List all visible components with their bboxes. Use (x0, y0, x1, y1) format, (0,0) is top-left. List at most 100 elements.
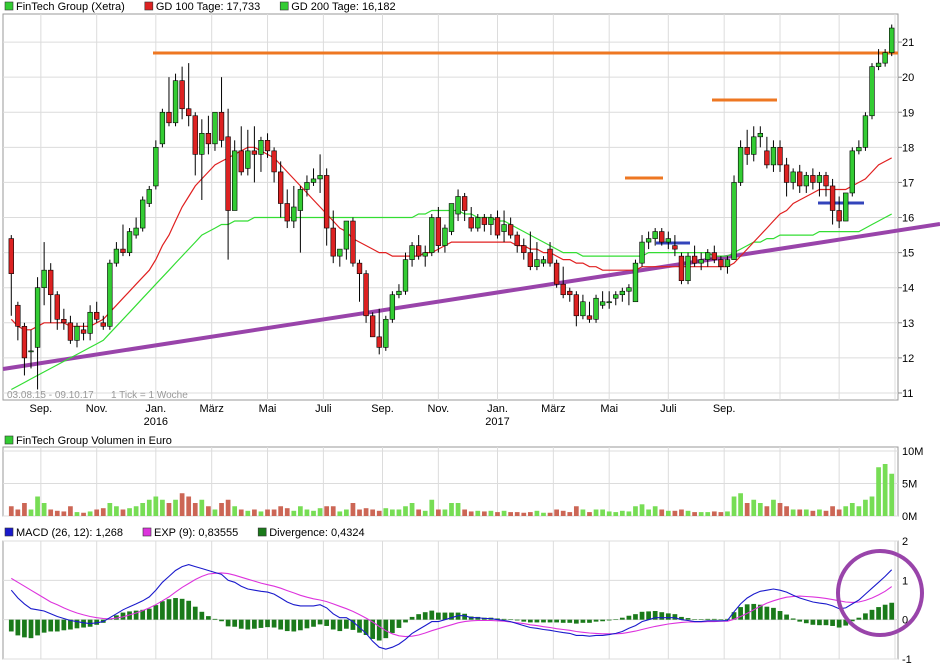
price-y-tick-label: 18 (902, 142, 914, 154)
divergence-bar (876, 607, 881, 620)
volume-bar (567, 512, 573, 516)
divergence-bar (422, 612, 428, 620)
divergence-bar (771, 607, 776, 620)
candle-body (698, 259, 704, 264)
volume-y-tick-label: 5M (902, 479, 917, 491)
divergence-bar (501, 618, 507, 620)
divergence-bar (363, 619, 369, 636)
divergence-bar (278, 619, 284, 630)
candle-body (869, 66, 875, 117)
candle-body (212, 111, 218, 145)
candle-body (74, 326, 80, 341)
candle-body (507, 224, 514, 236)
volume-bar (212, 509, 218, 516)
divergence-bar (718, 619, 724, 620)
candle-body (330, 227, 336, 257)
candle-body (724, 259, 731, 267)
x-tick-label: März (199, 403, 223, 415)
divergence-bar (646, 611, 651, 620)
volume-bar (120, 509, 126, 516)
candle-body (396, 290, 402, 296)
candle-body (238, 150, 244, 173)
candle-body (790, 171, 796, 183)
candle-body (376, 336, 382, 348)
divergence-bar (869, 609, 875, 620)
volume-bar (304, 509, 310, 516)
divergence-bar (429, 610, 435, 620)
volume-bar (534, 510, 540, 516)
divergence-bar (311, 619, 316, 627)
volume-bar (271, 509, 277, 516)
candle-body (494, 217, 501, 236)
divergence-bar (28, 619, 34, 639)
volume-bar (435, 509, 441, 516)
candle-body (126, 231, 133, 253)
volume-bar (738, 493, 743, 516)
candle-body (659, 231, 665, 243)
volume-bar (376, 510, 382, 516)
volume-bar (107, 503, 113, 516)
candle-body (521, 245, 527, 253)
volume-bar (74, 512, 80, 516)
volume-y-tick-label: 0M (902, 511, 917, 523)
macd-y-tick-label: -1 (902, 654, 912, 666)
candle-body (586, 315, 593, 320)
volume-bar (35, 496, 40, 516)
volume-bar (652, 506, 658, 516)
divergence-bar (390, 619, 395, 634)
candle-body (816, 175, 823, 183)
x-tick-label: Juli (660, 403, 677, 415)
divergence-bar (560, 619, 566, 623)
divergence-bar (619, 617, 625, 620)
candle-body (422, 252, 428, 257)
volume-bar (659, 509, 665, 516)
divergence-bar (514, 619, 520, 621)
date-range-label: 03.08.15 - 09.10.17 (7, 390, 94, 401)
legend-label: Divergence: 0,4324 (269, 527, 364, 539)
candle-body (172, 80, 179, 124)
volume-bar (665, 510, 671, 516)
volume-bar (481, 511, 487, 516)
volume-bar (330, 506, 336, 516)
candle-body (823, 175, 829, 187)
candle-body (61, 318, 67, 324)
divergence-bar (22, 619, 27, 638)
price-y-tick-label: 12 (902, 353, 914, 365)
candle-body (514, 234, 520, 246)
divergence-bar (830, 619, 835, 626)
volume-bar (672, 510, 678, 516)
candle-body (632, 262, 639, 303)
divergence-bar (738, 607, 743, 620)
volume-y-tick-label: 10M (902, 446, 923, 458)
divergence-bar (751, 603, 757, 620)
divergence-bar (284, 619, 290, 632)
volume-bar (889, 473, 895, 516)
divergence-bar (711, 618, 717, 620)
volume-bar (771, 499, 776, 516)
legend-swatch (142, 527, 152, 537)
divergence-bar (74, 619, 80, 629)
candle-body (245, 150, 251, 169)
volume-bar (429, 499, 435, 516)
candle-body (836, 210, 842, 222)
volume-bar (48, 509, 54, 516)
divergence-bar (212, 618, 218, 620)
candle-body (310, 178, 317, 183)
divergence-bar (882, 604, 888, 620)
legend-label: EXP (9): 0,83555 (154, 527, 238, 539)
volume-bar (337, 511, 343, 516)
volume-bar (146, 499, 152, 516)
divergence-bar (849, 619, 855, 622)
price-y-tick-label: 14 (902, 283, 914, 295)
candle-body (606, 301, 612, 304)
candle-body (770, 147, 777, 166)
legend-label: FinTech Group (Xetra) (16, 1, 125, 13)
divergence-bar (324, 619, 330, 626)
volume-bar (232, 506, 238, 516)
volume-bar (633, 506, 638, 516)
candle-body (461, 196, 468, 211)
candle-body (350, 220, 356, 264)
candle-body (28, 350, 34, 353)
volume-bar (298, 506, 303, 516)
volume-bar (508, 512, 513, 516)
